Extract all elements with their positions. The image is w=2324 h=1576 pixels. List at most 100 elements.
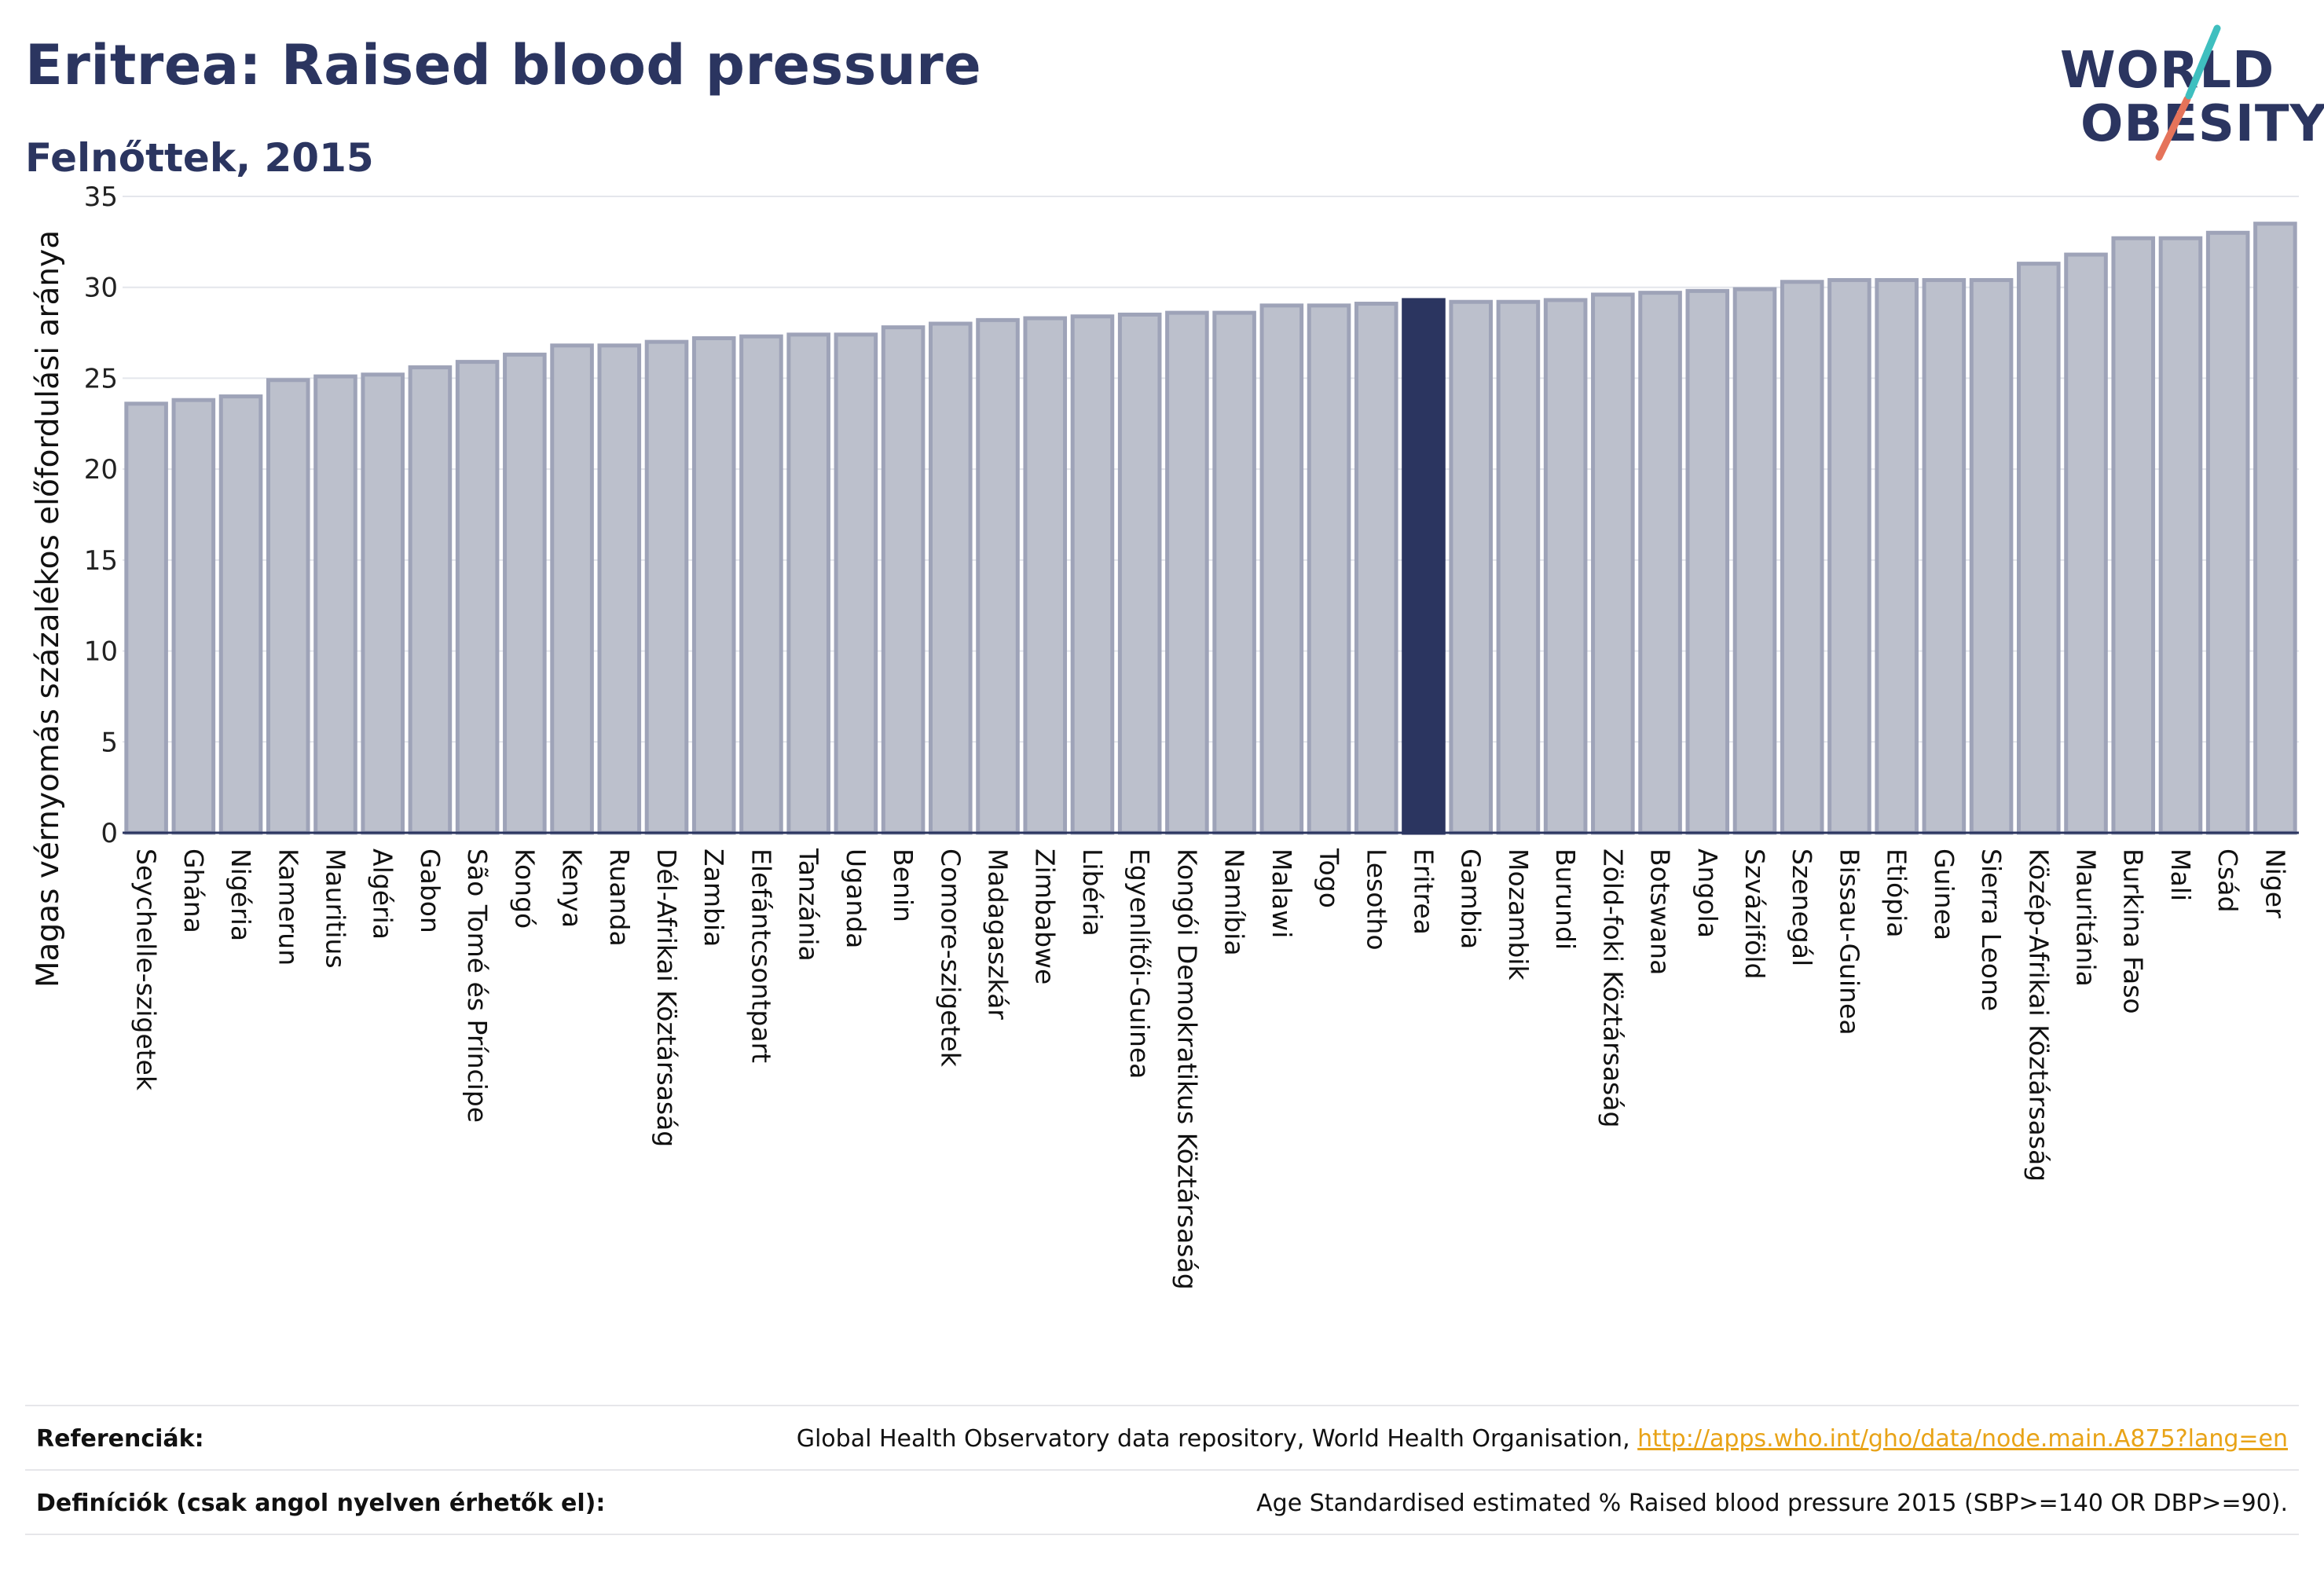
x-tick-label: Mauritánia [2071,848,2102,987]
bar[interactable] [266,378,310,835]
y-tick-label: 5 [101,727,118,758]
bar[interactable] [1922,277,1967,835]
x-tick-label: Botswana [1645,848,1676,975]
bar[interactable] [881,325,926,835]
bar-highlighted[interactable] [1402,298,1446,835]
bar[interactable] [455,360,500,835]
bar[interactable] [1827,277,1871,835]
definitions-row: Definíciók (csak angol nyelven érhetők e… [25,1469,2299,1535]
bar[interactable] [503,352,547,835]
footer-divider [25,1534,2299,1535]
references-value: Global Health Observatory data repositor… [797,1425,2299,1453]
bar[interactable] [550,343,594,835]
x-tick-label: Burkina Faso [2118,848,2149,1014]
bar[interactable] [739,334,783,835]
bar[interactable] [691,336,736,835]
x-tick-label: Eritrea [1408,848,1439,935]
y-axis-title: Magas vérnyomás százalékos előfordulási … [31,230,66,988]
references-row: Referenciák: Global Health Observatory d… [25,1405,2299,1471]
x-tick-label: Mali [2165,848,2196,901]
bar[interactable] [2017,262,2061,835]
x-tick-label: Közép-Afrikai Köztársaság [2023,848,2054,1182]
bar[interactable] [1543,298,1588,835]
x-tick-label: Angola [1692,848,1723,938]
logo-line-1: WORLD [2060,42,2275,100]
references-link[interactable]: http://apps.who.int/gho/data/node.main.A… [1637,1424,2288,1453]
y-tick-label: 20 [84,454,118,486]
bar[interactable] [1070,314,1115,835]
x-tick-label: Madagaszkár [983,848,1014,1020]
bar[interactable] [1259,303,1304,835]
x-tick-label: Kamerun [273,848,303,966]
bar[interactable] [2064,252,2108,835]
x-tick-label: Kenya [557,848,588,928]
bar[interactable] [834,332,878,835]
x-tick-label: Seychelle-szigetek [131,848,162,1091]
x-tick-label: Szenegál [1787,848,1817,966]
bar[interactable] [929,321,973,835]
x-tick-label: Ruanda [604,848,635,947]
x-tick-label: Mozambik [1503,848,1534,980]
bar[interactable] [1875,277,1919,835]
bar[interactable] [1354,302,1398,835]
x-tick-label: Zimbabwe [1030,848,1061,984]
bar[interactable] [1496,299,1541,835]
x-tick-label: Elefántcsontpart [746,848,776,1063]
footer: Referenciák: Global Health Observatory d… [25,1405,2299,1540]
y-tick-label: 0 [101,818,118,849]
logo-line-2: OBESITY [2080,95,2324,153]
bar[interactable] [124,401,168,835]
references-label: Referenciák: [36,1424,204,1453]
x-tick-label: Zöld-foki Köztársaság [1597,848,1628,1127]
logo-slash-icon [2155,24,2221,161]
references-text: Global Health Observatory data repositor… [796,1424,1638,1453]
bar[interactable] [1969,277,2014,835]
x-tick-label: Mauritius [320,848,350,969]
bar[interactable] [218,394,263,835]
bar[interactable] [1212,310,1256,835]
x-tick-label: Ghána [178,848,209,933]
chart-subtitle: Felnőttek, 2015 [25,135,374,181]
bar[interactable] [1638,291,1682,835]
bar[interactable] [1780,280,1824,835]
bar[interactable] [1307,303,1351,835]
bar[interactable] [597,343,642,835]
bar[interactable] [2158,236,2203,835]
y-tick-label: 35 [84,181,118,213]
x-tick-label: Kongó [509,848,540,929]
x-tick-label: Comore-szigetek [935,848,966,1068]
bar[interactable] [1591,292,1635,835]
x-tick-label: Lesotho [1361,848,1391,951]
chart-title: Eritrea: Raised blood pressure [25,33,982,97]
x-tick-label: Sierra Leone [1976,848,2007,1011]
y-tick-label: 30 [84,273,118,304]
bar[interactable] [171,398,216,835]
x-tick-label: Csád [2212,848,2243,912]
x-tick-label: Kongói Demokratikus Köztársaság [1171,848,1202,1290]
x-tick-label: Tanzánia [794,848,824,962]
x-tick-label: Guinea [1929,848,1959,940]
bar[interactable] [786,332,830,835]
bar[interactable] [1449,299,1493,835]
x-tick-label: Algéria [368,848,398,940]
world-obesity-logo[interactable]: WORLD OBESITY [2043,22,2324,171]
x-tick-label: Zambia [698,848,729,947]
x-tick-label: Szváziföld [1739,848,1770,979]
bar[interactable] [1117,312,1162,835]
x-tick-label: Bissau-Guinea [1834,848,1864,1035]
bar[interactable] [976,317,1020,835]
bar[interactable] [2253,222,2297,835]
bar[interactable] [1685,288,1730,835]
bar[interactable] [1023,316,1068,835]
bar[interactable] [2205,230,2250,835]
bar[interactable] [2111,236,2156,835]
bar[interactable] [361,372,405,835]
y-tick-label: 15 [84,545,118,577]
bar[interactable] [1165,310,1209,835]
bar[interactable] [313,374,357,835]
bar[interactable] [1732,287,1777,835]
bar[interactable] [408,365,453,835]
x-tick-label: Libéria [1077,848,1108,936]
y-axis-ticks: 0 5 10 15 20 25 30 35 [84,181,118,849]
bar[interactable] [644,339,689,835]
